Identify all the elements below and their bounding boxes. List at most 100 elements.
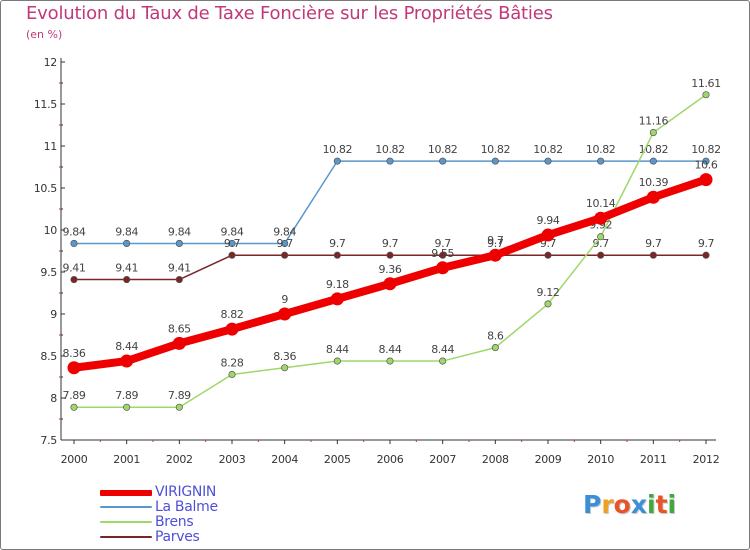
- data-label-parves: 9.7: [645, 237, 662, 250]
- data-point-brens: [70, 403, 78, 411]
- data-point-brens: [123, 403, 131, 411]
- data-point-virignin: [67, 361, 81, 375]
- data-label-virignin: 10.14: [586, 197, 616, 210]
- data-label-parves: 9.41: [63, 262, 86, 275]
- data-label-la-balme: 9.84: [168, 225, 191, 238]
- legend-label-virignin: VIRIGNIN: [155, 484, 217, 500]
- data-label-virignin: 8.82: [221, 308, 244, 321]
- data-point-virignin: [594, 211, 608, 225]
- data-point-la-balme: [333, 157, 341, 165]
- logo-letter: t: [655, 490, 668, 519]
- data-label-brens: 7.89: [168, 389, 191, 402]
- data-label-brens: 7.89: [115, 389, 138, 402]
- data-point-brens: [281, 364, 289, 372]
- data-point-la-balme: [597, 157, 605, 165]
- data-point-brens: [702, 91, 710, 99]
- data-label-virignin: 10.39: [639, 176, 669, 189]
- x-tick-label: 2002: [166, 453, 193, 466]
- data-label-brens: 7.89: [63, 389, 86, 402]
- data-point-parves: [649, 251, 657, 259]
- data-point-parves: [597, 251, 605, 259]
- data-label-virignin: 9: [281, 293, 288, 306]
- data-point-virignin: [699, 173, 713, 187]
- data-point-brens: [175, 403, 183, 411]
- data-point-virignin: [488, 248, 502, 262]
- x-tick-label: 2009: [535, 453, 562, 466]
- data-label-brens: 8.6: [487, 330, 504, 343]
- data-point-brens: [228, 370, 236, 379]
- data-point-virignin: [172, 336, 186, 350]
- data-label-la-balme: 10.82: [375, 143, 405, 156]
- x-tick-label: 2011: [640, 453, 667, 466]
- data-label-brens: 8.28: [221, 356, 244, 369]
- data-point-la-balme: [281, 239, 289, 247]
- legend-label-la-balme: La Balme: [155, 499, 218, 515]
- data-point-parves: [123, 276, 131, 284]
- data-point-la-balme: [544, 157, 552, 165]
- data-point-virignin: [646, 190, 660, 204]
- legend-swatch-la-balme: [100, 506, 152, 508]
- y-tick-label: 9: [50, 308, 57, 321]
- x-tick-label: 2012: [693, 453, 720, 466]
- data-point-brens: [544, 300, 552, 308]
- data-point-la-balme: [386, 157, 394, 165]
- data-label-parves: 9.7: [382, 237, 399, 250]
- data-label-parves: 9.41: [168, 262, 191, 275]
- data-label-virignin: 9.36: [379, 263, 402, 276]
- data-point-la-balme: [702, 157, 710, 165]
- logo-letter: i: [667, 490, 677, 519]
- chart-subtitle: (en %): [26, 28, 63, 41]
- logo-letter: r: [601, 490, 614, 519]
- data-label-parves: 9.7: [329, 237, 346, 250]
- x-tick-label: 2004: [271, 453, 298, 466]
- data-label-brens: 8.36: [273, 350, 296, 363]
- data-label-virignin: 8.44: [115, 340, 138, 353]
- data-label-brens: 8.44: [431, 343, 454, 356]
- data-label-virignin: 8.36: [63, 347, 86, 360]
- x-tick-label: 2008: [482, 453, 509, 466]
- data-label-brens: 11.61: [691, 77, 721, 90]
- proxiti-logo: Proxiti: [583, 490, 676, 519]
- data-label-parves: 9.7: [487, 237, 504, 250]
- x-tick-label: 2000: [61, 453, 88, 466]
- x-tick-label: 2010: [587, 453, 614, 466]
- data-point-parves: [281, 251, 289, 259]
- data-point-la-balme: [649, 157, 657, 165]
- x-tick-label: 2001: [113, 453, 140, 466]
- y-tick-label: 7.5: [40, 434, 57, 447]
- data-label-la-balme: 10.82: [481, 143, 511, 156]
- data-label-virignin: 10.6: [695, 159, 718, 172]
- y-tick-label: 8: [50, 392, 57, 405]
- data-point-la-balme: [491, 157, 499, 165]
- data-label-virignin: 9.94: [537, 214, 560, 227]
- data-point-parves: [544, 251, 552, 259]
- data-point-la-balme: [439, 157, 447, 165]
- y-tick-label: 9.5: [40, 266, 57, 279]
- data-point-parves: [702, 251, 710, 259]
- data-label-la-balme: 9.84: [115, 225, 138, 238]
- data-label-virignin: 9.18: [326, 278, 349, 291]
- data-point-virignin: [225, 322, 239, 336]
- data-point-brens: [597, 233, 605, 241]
- data-label-la-balme: 10.82: [691, 143, 721, 156]
- data-label-parves: 9.7: [435, 237, 452, 250]
- y-tick-label: 12: [44, 56, 57, 69]
- logo-letter: P: [583, 490, 602, 519]
- data-label-brens: 8.44: [379, 343, 402, 356]
- data-label-brens: 9.12: [537, 286, 560, 299]
- data-point-brens: [491, 344, 499, 352]
- data-point-parves: [70, 276, 78, 284]
- y-tick-label: 11: [44, 140, 57, 153]
- x-tick-label: 2007: [429, 453, 456, 466]
- data-label-la-balme: 9.84: [273, 225, 296, 238]
- data-label-parves: 9.7: [277, 237, 294, 250]
- data-point-virignin: [278, 307, 292, 321]
- data-label-parves: 9.41: [115, 262, 138, 275]
- x-tick-label: 2003: [219, 453, 246, 466]
- y-tick-label: 11.5: [34, 98, 58, 111]
- data-point-brens: [649, 129, 657, 137]
- data-point-parves: [386, 251, 394, 259]
- y-tick-label: 8.5: [40, 350, 57, 363]
- y-tick-label: 10.5: [34, 182, 58, 195]
